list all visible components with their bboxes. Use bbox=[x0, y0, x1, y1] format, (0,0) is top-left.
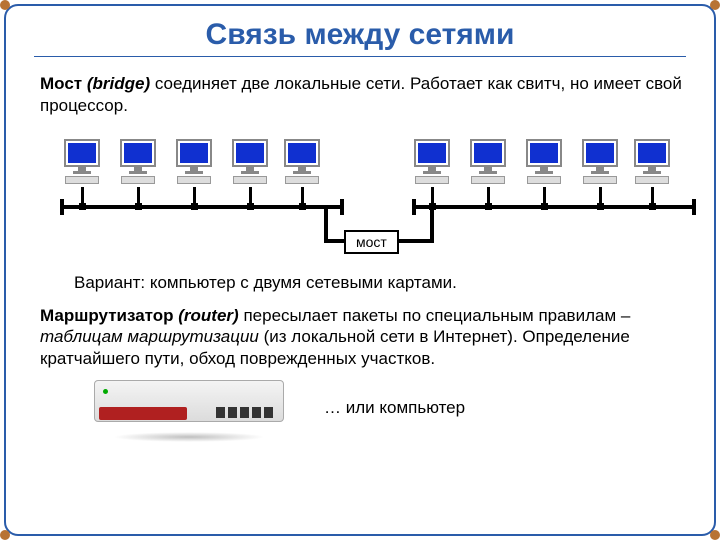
joint-icon bbox=[541, 203, 548, 210]
port-icon bbox=[264, 407, 273, 418]
router-led-icon bbox=[103, 389, 108, 394]
pc-icon bbox=[524, 139, 564, 184]
router-alt-text: … или компьютер bbox=[324, 398, 465, 418]
pc-icon bbox=[174, 139, 214, 184]
joint-icon bbox=[649, 203, 656, 210]
pc-icon bbox=[580, 139, 620, 184]
bridge-term-en: (bridge) bbox=[87, 74, 150, 93]
router-ital: таблицам маршрутизации bbox=[40, 327, 259, 346]
port-icon bbox=[216, 407, 225, 418]
bridge-box: мост bbox=[344, 230, 399, 254]
bridge-term: Мост bbox=[40, 74, 82, 93]
router-ports bbox=[216, 407, 273, 418]
bridge-paragraph: Мост (bridge) соединяет две локальные се… bbox=[34, 73, 686, 117]
router-body bbox=[94, 380, 284, 422]
pc-icon bbox=[468, 139, 508, 184]
port-icon bbox=[240, 407, 249, 418]
bridge-wire bbox=[398, 239, 434, 243]
pc-icon bbox=[62, 139, 102, 184]
network-diagram: мост bbox=[34, 127, 686, 267]
pc-icon bbox=[282, 139, 322, 184]
terminator bbox=[60, 199, 64, 215]
variant-text: Вариант: компьютер с двумя сетевыми карт… bbox=[34, 273, 686, 293]
slide-title: Связь между сетями bbox=[34, 18, 686, 57]
router-row: … или компьютер bbox=[34, 380, 686, 436]
pc-icon bbox=[118, 139, 158, 184]
joint-icon bbox=[485, 203, 492, 210]
router-paragraph: Маршрутизатор (router) пересылает пакеты… bbox=[34, 305, 686, 370]
joint-icon bbox=[299, 203, 306, 210]
pc-icon bbox=[230, 139, 270, 184]
router-shadow bbox=[113, 432, 265, 442]
terminator bbox=[340, 199, 344, 215]
joint-icon bbox=[191, 203, 198, 210]
router-term-en: (router) bbox=[178, 306, 238, 325]
bridge-wire bbox=[324, 207, 328, 241]
bridge-label: мост bbox=[356, 234, 387, 250]
bridge-wire bbox=[430, 207, 434, 241]
port-icon bbox=[228, 407, 237, 418]
router-image bbox=[94, 380, 284, 436]
joint-icon bbox=[135, 203, 142, 210]
joint-icon bbox=[597, 203, 604, 210]
port-icon bbox=[252, 407, 261, 418]
pc-icon bbox=[412, 139, 452, 184]
bridge-wire bbox=[324, 239, 346, 243]
slide-content: Связь между сетями Мост (bridge) соединя… bbox=[0, 0, 720, 540]
joint-icon bbox=[247, 203, 254, 210]
router-term: Маршрутизатор bbox=[40, 306, 174, 325]
terminator bbox=[692, 199, 696, 215]
terminator bbox=[412, 199, 416, 215]
router-mid1: пересылает пакеты по специальным правила… bbox=[243, 306, 630, 325]
joint-icon bbox=[79, 203, 86, 210]
router-face bbox=[99, 407, 187, 420]
pc-icon bbox=[632, 139, 672, 184]
